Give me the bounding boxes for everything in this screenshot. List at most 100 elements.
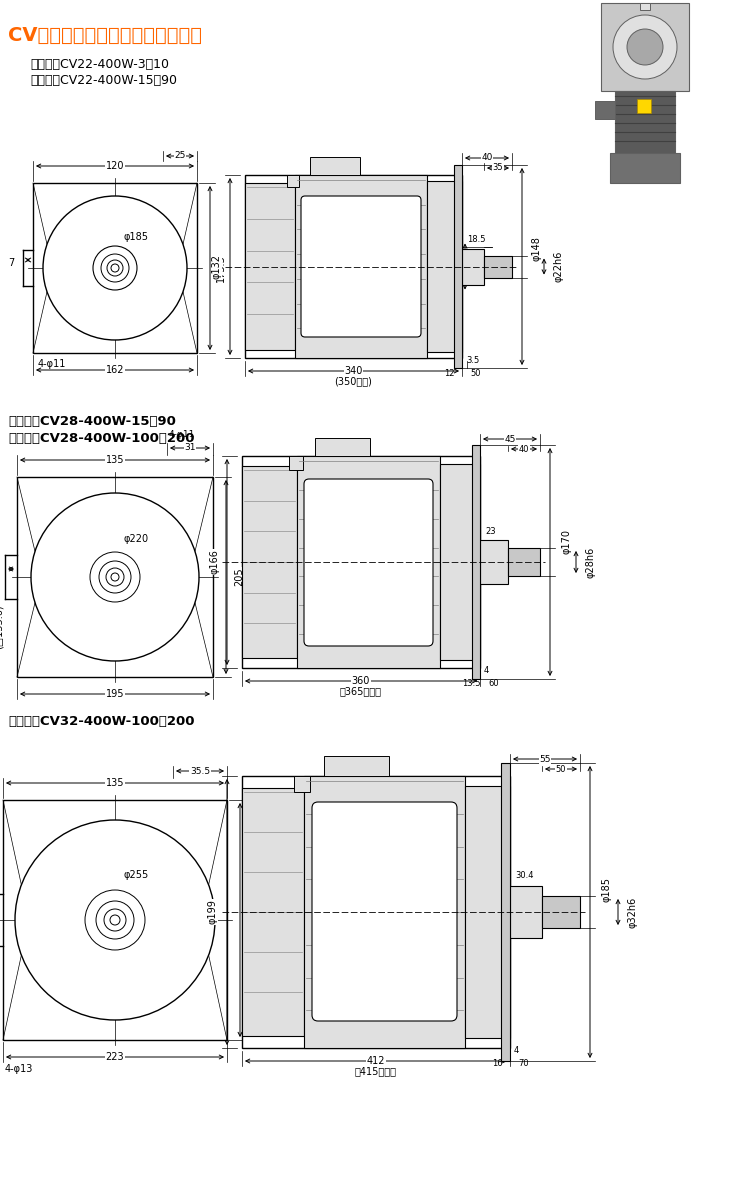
Circle shape <box>31 493 199 661</box>
Text: φ220: φ220 <box>123 534 148 544</box>
Bar <box>295 175 427 358</box>
Text: 4: 4 <box>484 666 489 674</box>
Bar <box>324 756 389 776</box>
Text: 16: 16 <box>492 1058 502 1068</box>
Text: 3.5: 3.5 <box>466 356 480 365</box>
Text: （415刹车）: （415刹车） <box>355 1066 397 1076</box>
Bar <box>242 776 510 1048</box>
Circle shape <box>613 14 677 79</box>
Text: φ132: φ132 <box>212 254 222 278</box>
Bar <box>33 182 197 353</box>
Text: 35.5: 35.5 <box>190 767 210 775</box>
Bar <box>304 776 465 1048</box>
Text: 7: 7 <box>8 258 14 268</box>
Text: 173.5: 173.5 <box>216 254 226 282</box>
Text: 标准型：CV22-400W-3～10: 标准型：CV22-400W-3～10 <box>30 58 169 71</box>
Bar <box>17 476 213 677</box>
Text: 4-φ11: 4-φ11 <box>169 430 195 439</box>
Bar <box>427 181 462 352</box>
Text: 13.5: 13.5 <box>462 679 480 688</box>
Bar <box>542 896 580 928</box>
Text: φ170: φ170 <box>561 529 571 554</box>
FancyBboxPatch shape <box>304 479 433 646</box>
Text: φ148: φ148 <box>531 236 541 260</box>
Bar <box>3 800 227 1040</box>
Bar <box>287 175 299 187</box>
Text: φ199: φ199 <box>208 900 218 924</box>
Text: 标准型：CV32-400W-100～200: 标准型：CV32-400W-100～200 <box>8 715 195 728</box>
Bar <box>595 101 615 119</box>
Text: 135: 135 <box>106 778 124 788</box>
Bar <box>484 256 512 277</box>
Text: 30.4: 30.4 <box>515 871 534 880</box>
Text: 205: 205 <box>234 568 244 587</box>
Bar <box>610 152 680 182</box>
Bar <box>640 2 650 10</box>
Text: 4-φ13: 4-φ13 <box>5 1064 33 1074</box>
FancyBboxPatch shape <box>312 802 457 1021</box>
Text: 340: 340 <box>344 366 363 376</box>
Text: 412: 412 <box>367 1056 386 1066</box>
Text: 120: 120 <box>106 161 124 170</box>
Text: 40: 40 <box>481 154 493 162</box>
Bar <box>465 786 510 1038</box>
Text: 缩框型：CV22-400W-15～90: 缩框型：CV22-400W-15～90 <box>30 74 177 86</box>
Bar <box>242 456 480 668</box>
Text: 245: 245 <box>249 911 259 929</box>
Bar <box>242 466 297 658</box>
Text: φ22h6: φ22h6 <box>553 251 563 282</box>
Bar <box>310 157 360 175</box>
Text: 31: 31 <box>184 444 196 452</box>
Text: 4: 4 <box>514 1046 519 1055</box>
Circle shape <box>15 820 215 1020</box>
Text: 4-φ11: 4-φ11 <box>38 359 67 370</box>
Bar <box>315 438 370 456</box>
Text: φ185: φ185 <box>601 877 611 902</box>
Text: 50: 50 <box>470 370 480 378</box>
Bar <box>615 91 675 155</box>
Bar <box>480 540 508 584</box>
Bar <box>601 2 689 91</box>
Text: (□155.6): (□155.6) <box>0 605 4 649</box>
Bar <box>462 248 484 284</box>
Bar <box>297 456 440 668</box>
Text: 23: 23 <box>485 527 496 536</box>
Text: 12: 12 <box>444 370 454 378</box>
Bar <box>501 763 510 1061</box>
Text: （365刹车）: （365刹车） <box>340 686 382 696</box>
Text: 18.5: 18.5 <box>467 235 485 245</box>
Text: 35: 35 <box>493 163 503 173</box>
Text: 223: 223 <box>106 1052 124 1062</box>
Text: 45: 45 <box>505 434 516 444</box>
Text: 60: 60 <box>488 679 499 688</box>
Bar <box>245 182 295 350</box>
Text: (350刹车): (350刹车) <box>334 376 372 386</box>
Bar <box>508 548 540 576</box>
Text: 135: 135 <box>106 455 124 464</box>
Text: 360: 360 <box>352 676 370 686</box>
Bar <box>242 788 304 1036</box>
Bar <box>454 164 462 368</box>
Text: 标准型：CV28-400W-15～90: 标准型：CV28-400W-15～90 <box>8 415 176 428</box>
Bar <box>637 98 651 113</box>
FancyBboxPatch shape <box>301 196 421 337</box>
Text: 50: 50 <box>556 764 566 774</box>
Text: 缩框型：CV28-400W-100～200: 缩框型：CV28-400W-100～200 <box>8 432 195 445</box>
Text: CV立卧式三相（刹车）马达减速机: CV立卧式三相（刹车）马达减速机 <box>8 25 202 44</box>
Text: 25: 25 <box>175 151 186 161</box>
Bar <box>294 776 310 792</box>
Bar <box>440 464 480 660</box>
Text: 70: 70 <box>518 1058 528 1068</box>
Bar <box>472 445 480 679</box>
Text: φ185: φ185 <box>123 232 148 242</box>
Text: 55: 55 <box>539 755 551 763</box>
Bar <box>289 456 303 470</box>
Bar <box>510 886 542 938</box>
Text: 162: 162 <box>106 365 124 374</box>
Bar <box>245 175 462 358</box>
Text: 40: 40 <box>519 444 529 454</box>
Circle shape <box>627 29 663 65</box>
Text: 195: 195 <box>106 689 124 698</box>
Circle shape <box>43 196 187 340</box>
Text: φ28h6: φ28h6 <box>585 546 595 577</box>
